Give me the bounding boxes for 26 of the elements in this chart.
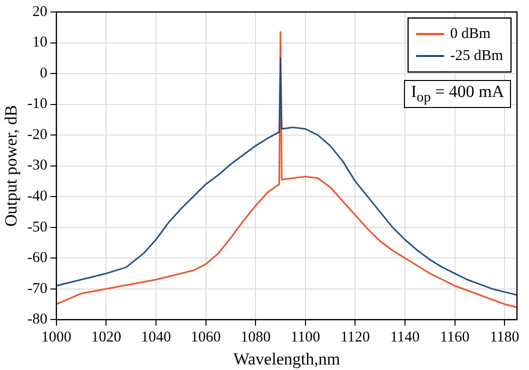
legend-label: -25 dBm — [450, 48, 504, 64]
x-tick-label: 1100 — [290, 330, 320, 346]
y-tick-label: 10 — [32, 34, 48, 51]
y-tick-label: -80 — [27, 312, 48, 328]
x-tick-label: 1140 — [390, 330, 420, 346]
x-tick-label: 1080 — [240, 330, 271, 346]
y-tick-label: -10 — [27, 96, 48, 112]
y-tick-label: -20 — [27, 126, 48, 143]
y-tick-label: -40 — [27, 188, 48, 204]
y-tick-label: 20 — [32, 4, 48, 20]
y-tick-label: -70 — [27, 280, 48, 297]
x-tick-label: 1180 — [490, 330, 520, 346]
x-tick-label: 1120 — [340, 330, 370, 346]
annotation: I$_{op}$ = 400 mA — [404, 80, 512, 108]
x-axis-title: Wavelength,nm — [233, 349, 340, 368]
y-tick-label: -60 — [27, 250, 48, 266]
x-tick-label: 1160 — [440, 330, 470, 346]
x-tick-label: 1000 — [41, 330, 72, 346]
x-tick-label: 1040 — [140, 330, 171, 346]
y-tick-label: -50 — [27, 219, 48, 236]
x-tick-label: 1060 — [190, 330, 221, 346]
x-tick-label: 1020 — [91, 330, 122, 346]
y-axis-title: Output power, dB — [2, 104, 21, 227]
legend-label: 0 dBm — [450, 26, 491, 42]
y-tick-label: -30 — [27, 158, 48, 174]
y-tick-label: 0 — [40, 65, 48, 82]
